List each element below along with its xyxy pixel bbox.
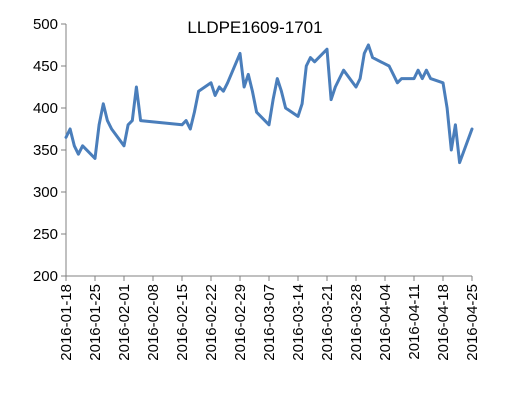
data-point [271,98,275,101]
data-point [387,64,391,68]
data-point [325,48,329,51]
data-point [126,123,130,127]
data-point [139,119,142,122]
data-point [450,148,453,152]
y-tick-label: 500 [33,16,58,33]
data-point [213,94,217,97]
y-axis-ticks: 200 250 300 350 400 450 500 [33,16,66,285]
y-tick-label: 400 [33,100,58,117]
x-tick-label: 2016-02-15 [174,284,191,361]
data-point [338,77,341,80]
x-tick-label: 2016-03-28 [348,284,365,361]
data-point [218,85,221,89]
data-point [64,136,68,139]
data-point [131,119,134,122]
data-point [454,123,457,127]
data-point [309,56,312,59]
data-point [77,153,80,156]
data-point [441,81,445,85]
data-point [189,127,192,131]
data-point [122,144,126,147]
data-point [412,77,416,80]
data-point [334,85,337,89]
data-point [416,69,420,72]
data-point [267,123,271,127]
data-point [97,123,101,127]
data-point [329,98,333,101]
data-point [445,106,449,110]
data-point [222,90,225,93]
data-point [180,123,184,127]
chart-title: LLDPE1609-1701 [187,18,322,37]
data-point [400,77,403,80]
series-line [64,43,474,165]
x-tick-label: 2016-04-11 [406,284,423,360]
data-point [242,85,246,89]
data-point [102,102,105,106]
x-tick-label: 2016-02-01 [116,284,133,361]
data-point [305,64,308,68]
data-point [284,106,287,110]
data-point [425,69,428,72]
data-point [93,157,97,160]
data-point [421,77,424,80]
x-tick-label: 2016-03-21 [319,284,336,361]
data-point [209,81,213,85]
data-point [73,144,76,147]
data-point [280,90,283,93]
data-point [106,119,109,122]
x-tick-label: 2016-04-25 [464,284,481,361]
x-tick-label: 2016-02-22 [203,284,220,361]
x-tick-label: 2016-04-04 [377,284,394,361]
x-tick-label: 2016-01-18 [58,284,75,361]
data-point [458,161,461,164]
data-point [429,77,432,80]
data-point [371,56,374,59]
data-point [313,60,316,63]
x-tick-label: 2016-02-29 [232,284,249,361]
x-axis-ticks: 2016-01-18 2016-01-25 2016-02-01 2016-02-08… [58,276,481,361]
data-point [276,77,279,80]
data-point [470,127,474,131]
x-tick-label: 2016-03-07 [261,284,278,361]
data-point [255,111,258,114]
data-point [184,119,188,122]
data-point [358,77,362,80]
y-tick-label: 300 [33,184,58,201]
data-point [247,73,250,76]
x-tick-label: 2016-02-08 [145,284,162,361]
data-point [197,90,200,93]
data-point [251,90,254,93]
data-point [367,43,370,47]
data-point [300,102,304,106]
data-point [342,69,345,72]
data-point [392,73,395,76]
series-points [64,43,474,164]
data-point [193,111,196,114]
data-point [110,127,113,131]
data-point [81,144,84,147]
data-point [354,85,358,89]
x-tick-label: 2016-03-14 [290,284,307,361]
data-point [363,52,366,55]
y-tick-label: 200 [33,268,58,285]
data-point [226,81,229,85]
y-tick-label: 350 [33,142,58,159]
y-tick-label: 250 [33,226,58,243]
data-point [68,127,72,131]
x-tick-label: 2016-04-18 [435,284,452,361]
data-point [296,115,300,118]
data-point [238,52,242,55]
data-point [135,85,138,89]
data-point [396,81,399,85]
y-tick-label: 450 [33,58,58,75]
x-tick-label: 2016-01-25 [87,284,104,361]
